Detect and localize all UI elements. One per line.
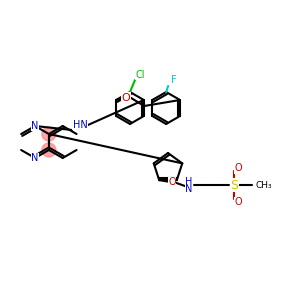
- Text: F: F: [171, 75, 177, 85]
- Text: N: N: [31, 121, 39, 131]
- Text: O: O: [168, 177, 176, 187]
- Text: O: O: [234, 163, 242, 173]
- Circle shape: [42, 127, 56, 141]
- Text: HN: HN: [73, 120, 87, 130]
- Text: O: O: [234, 197, 242, 207]
- Text: CH₃: CH₃: [255, 181, 272, 190]
- Text: Cl: Cl: [135, 70, 145, 80]
- Text: H: H: [185, 177, 193, 187]
- Text: O: O: [122, 93, 130, 103]
- Text: N: N: [31, 153, 39, 163]
- Text: S: S: [230, 178, 238, 192]
- Circle shape: [42, 143, 56, 157]
- Text: N: N: [185, 184, 193, 194]
